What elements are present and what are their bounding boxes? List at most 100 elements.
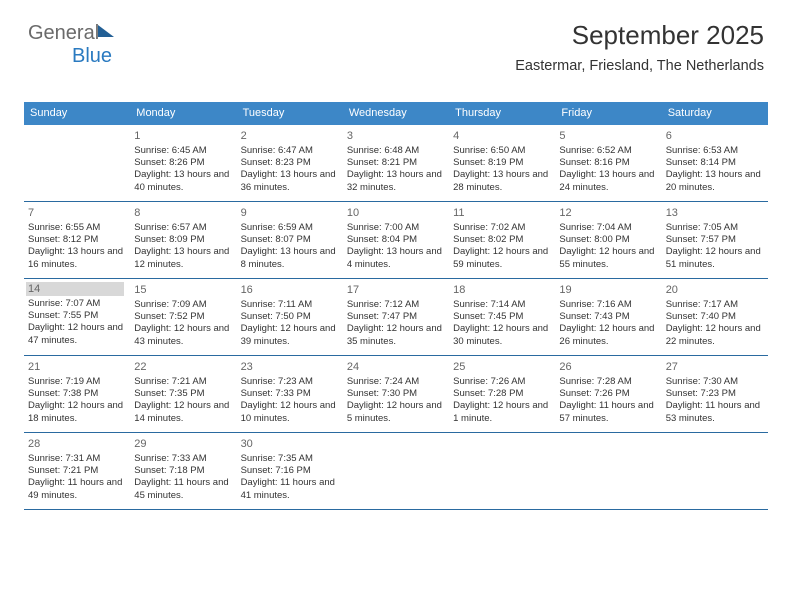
day-info: Sunrise: 7:16 AMSunset: 7:43 PMDaylight:… xyxy=(559,299,657,348)
calendar-day-cell: 30 Sunrise: 7:35 AMSunset: 7:16 PMDayligh… xyxy=(237,433,343,509)
calendar-day-cell: 12Sunrise: 7:04 AMSunset: 8:00 PMDayligh… xyxy=(555,202,661,278)
day-number: 16 xyxy=(241,283,339,297)
calendar-week-row: 14Sunrise: 7:07 AMSunset: 7:55 PMDayligh… xyxy=(24,279,768,356)
day-number: 5 xyxy=(559,129,657,143)
day-number: 6 xyxy=(666,129,764,143)
day-number: 11 xyxy=(453,206,551,220)
day-number: 12 xyxy=(559,206,657,220)
day-number: 25 xyxy=(453,360,551,374)
day-info: Sunrise: 7:26 AMSunset: 7:28 PMDaylight:… xyxy=(453,376,551,425)
day-info: Sunrise: 6:47 AMSunset: 8:23 PMDaylight:… xyxy=(241,145,339,194)
day-info: Sunrise: 7:19 AMSunset: 7:38 PMDaylight:… xyxy=(28,376,126,425)
day-number: 21 xyxy=(28,360,126,374)
day-info: Sunrise: 7:12 AMSunset: 7:47 PMDaylight:… xyxy=(347,299,445,348)
calendar-week-row: 1 Sunrise: 6:45 AMSunset: 8:26 PMDaylight… xyxy=(24,125,768,202)
day-info: Sunrise: 7:35 AMSunset: 7:16 PMDaylight:… xyxy=(241,453,339,502)
day-number: 22 xyxy=(134,360,232,374)
day-number: 23 xyxy=(241,360,339,374)
calendar-header-cell: Sunday xyxy=(24,102,130,125)
day-info: Sunrise: 6:52 AMSunset: 8:16 PMDaylight:… xyxy=(559,145,657,194)
day-info: Sunrise: 7:28 AMSunset: 7:26 PMDaylight:… xyxy=(559,376,657,425)
day-info: Sunrise: 7:14 AMSunset: 7:45 PMDaylight:… xyxy=(453,299,551,348)
calendar-day-cell: 19 Sunrise: 7:16 AMSunset: 7:43 PMDayligh… xyxy=(555,279,661,355)
calendar-day-cell: 15 Sunrise: 7:09 AMSunset: 7:52 PMDayligh… xyxy=(130,279,236,355)
day-number: 3 xyxy=(347,129,445,143)
day-number: 17 xyxy=(347,283,445,297)
calendar-day-cell: 26 Sunrise: 7:28 AMSunset: 7:26 PMDayligh… xyxy=(555,356,661,432)
day-info: Sunrise: 6:45 AMSunset: 8:26 PMDaylight:… xyxy=(134,145,232,194)
calendar-day-cell: 10 Sunrise: 7:00 AMSunset: 8:04 PMDayligh… xyxy=(343,202,449,278)
calendar-day-cell: 8 Sunrise: 6:57 AMSunset: 8:09 PMDaylight… xyxy=(130,202,236,278)
day-number: 7 xyxy=(28,206,126,220)
calendar-header-cell: Monday xyxy=(130,102,236,125)
day-number: 27 xyxy=(666,360,764,374)
day-number: 30 xyxy=(241,437,339,451)
day-info: Sunrise: 7:21 AMSunset: 7:35 PMDaylight:… xyxy=(134,376,232,425)
calendar-day-cell: 5 Sunrise: 6:52 AMSunset: 8:16 PMDaylight… xyxy=(555,125,661,201)
calendar-day-cell: 22 Sunrise: 7:21 AMSunset: 7:35 PMDayligh… xyxy=(130,356,236,432)
day-info: Sunrise: 6:50 AMSunset: 8:19 PMDaylight:… xyxy=(453,145,551,194)
day-number: 24 xyxy=(347,360,445,374)
day-info: Sunrise: 7:02 AMSunset: 8:02 PMDaylight:… xyxy=(453,222,551,271)
calendar-day-cell: 1 Sunrise: 6:45 AMSunset: 8:26 PMDaylight… xyxy=(130,125,236,201)
day-info: Sunrise: 7:24 AMSunset: 7:30 PMDaylight:… xyxy=(347,376,445,425)
calendar-day-cell: 28 Sunrise: 7:31 AMSunset: 7:21 PMDayligh… xyxy=(24,433,130,509)
calendar-day-cell: 25 Sunrise: 7:26 AMSunset: 7:28 PMDayligh… xyxy=(449,356,555,432)
calendar-day-cell xyxy=(343,433,449,509)
day-info: Sunrise: 7:17 AMSunset: 7:40 PMDaylight:… xyxy=(666,299,764,348)
calendar-day-cell xyxy=(555,433,661,509)
calendar-day-cell: 6 Sunrise: 6:53 AMSunset: 8:14 PMDaylight… xyxy=(662,125,768,201)
day-number: 4 xyxy=(453,129,551,143)
day-number: 1 xyxy=(134,129,232,143)
day-number: 29 xyxy=(134,437,232,451)
calendar-day-cell: 3 Sunrise: 6:48 AMSunset: 8:21 PMDaylight… xyxy=(343,125,449,201)
day-number: 19 xyxy=(559,283,657,297)
calendar-day-cell: 16 Sunrise: 7:11 AMSunset: 7:50 PMDayligh… xyxy=(237,279,343,355)
day-number: 13 xyxy=(666,206,764,220)
day-number: 18 xyxy=(453,283,551,297)
day-info: Sunrise: 7:23 AMSunset: 7:33 PMDaylight:… xyxy=(241,376,339,425)
day-number: 2 xyxy=(241,129,339,143)
calendar-week-row: 21 Sunrise: 7:19 AMSunset: 7:38 PMDayligh… xyxy=(24,356,768,433)
calendar-day-cell: 2 Sunrise: 6:47 AMSunset: 8:23 PMDaylight… xyxy=(237,125,343,201)
day-number: 20 xyxy=(666,283,764,297)
day-info: Sunrise: 7:30 AMSunset: 7:23 PMDaylight:… xyxy=(666,376,764,425)
calendar-day-cell xyxy=(662,433,768,509)
day-number: 8 xyxy=(134,206,232,220)
day-number: 26 xyxy=(559,360,657,374)
calendar-day-cell: 13 Sunrise: 7:05 AMSunset: 7:57 PMDayligh… xyxy=(662,202,768,278)
logo-triangle-icon xyxy=(98,25,114,37)
page-title: September 2025 xyxy=(572,20,764,51)
day-info: Sunrise: 6:55 AMSunset: 8:12 PMDaylight:… xyxy=(28,222,126,271)
day-number: 28 xyxy=(28,437,126,451)
calendar-day-cell: 17 Sunrise: 7:12 AMSunset: 7:47 PMDayligh… xyxy=(343,279,449,355)
day-info: Sunrise: 7:31 AMSunset: 7:21 PMDaylight:… xyxy=(28,453,126,502)
calendar-header-cell: Friday xyxy=(555,102,661,125)
calendar-day-cell xyxy=(449,433,555,509)
day-number: 15 xyxy=(134,283,232,297)
calendar-week-row: 28 Sunrise: 7:31 AMSunset: 7:21 PMDayligh… xyxy=(24,433,768,510)
calendar-header-cell: Saturday xyxy=(662,102,768,125)
calendar-day-cell xyxy=(24,125,130,201)
day-number: 10 xyxy=(347,206,445,220)
calendar-day-cell: 7 Sunrise: 6:55 AMSunset: 8:12 PMDaylight… xyxy=(24,202,130,278)
calendar-day-cell: 23 Sunrise: 7:23 AMSunset: 7:33 PMDayligh… xyxy=(237,356,343,432)
day-info: Sunrise: 6:53 AMSunset: 8:14 PMDaylight:… xyxy=(666,145,764,194)
day-info: Sunrise: 7:09 AMSunset: 7:52 PMDaylight:… xyxy=(134,299,232,348)
day-info: Sunrise: 7:33 AMSunset: 7:18 PMDaylight:… xyxy=(134,453,232,502)
day-info: Sunrise: 7:07 AMSunset: 7:55 PMDaylight:… xyxy=(28,298,126,347)
calendar-header-row: SundayMondayTuesdayWednesdayThursdayFrid… xyxy=(24,102,768,125)
day-info: Sunrise: 6:59 AMSunset: 8:07 PMDaylight:… xyxy=(241,222,339,271)
day-info: Sunrise: 7:11 AMSunset: 7:50 PMDaylight:… xyxy=(241,299,339,348)
day-info: Sunrise: 6:57 AMSunset: 8:09 PMDaylight:… xyxy=(134,222,232,271)
calendar: SundayMondayTuesdayWednesdayThursdayFrid… xyxy=(24,102,768,510)
day-info: Sunrise: 7:05 AMSunset: 7:57 PMDaylight:… xyxy=(666,222,764,271)
logo-text-2: Blue xyxy=(72,45,112,67)
calendar-day-cell: 9Sunrise: 6:59 AMSunset: 8:07 PMDaylight… xyxy=(237,202,343,278)
calendar-day-cell: 27 Sunrise: 7:30 AMSunset: 7:23 PMDayligh… xyxy=(662,356,768,432)
calendar-day-cell: 11 Sunrise: 7:02 AMSunset: 8:02 PMDayligh… xyxy=(449,202,555,278)
day-info: Sunrise: 7:00 AMSunset: 8:04 PMDaylight:… xyxy=(347,222,445,271)
day-info: Sunrise: 6:48 AMSunset: 8:21 PMDaylight:… xyxy=(347,145,445,194)
calendar-day-cell: 20 Sunrise: 7:17 AMSunset: 7:40 PMDayligh… xyxy=(662,279,768,355)
calendar-day-cell: 29 Sunrise: 7:33 AMSunset: 7:18 PMDayligh… xyxy=(130,433,236,509)
